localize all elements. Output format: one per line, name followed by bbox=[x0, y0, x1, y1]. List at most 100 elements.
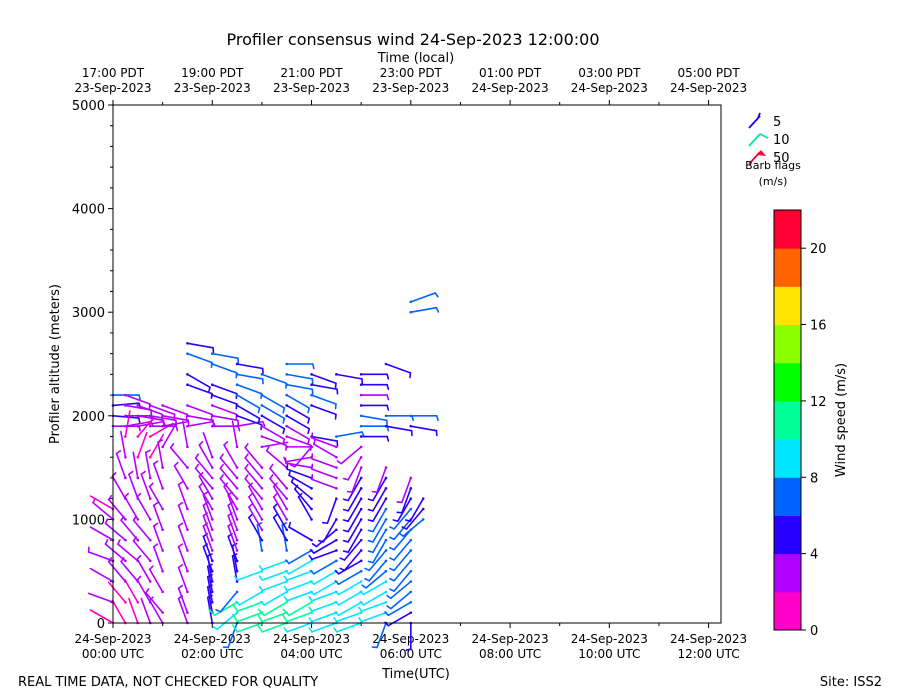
colorbar-tick-label: 12 bbox=[810, 395, 827, 410]
barb-staff bbox=[219, 467, 238, 490]
barb-full-feather bbox=[257, 608, 265, 617]
x-tick-date: 24-Sep-2023 bbox=[670, 632, 747, 646]
barb-base bbox=[310, 611, 313, 614]
barb-base bbox=[310, 600, 313, 604]
barb-base bbox=[148, 518, 152, 521]
barb-staff bbox=[401, 477, 412, 504]
wind-barb bbox=[186, 352, 213, 368]
barb-staff bbox=[206, 575, 214, 604]
wind-barb bbox=[311, 432, 338, 449]
barb-half-feather bbox=[435, 306, 440, 313]
wind-barb bbox=[260, 404, 286, 424]
barb-base bbox=[384, 518, 388, 521]
barb-half-feather bbox=[342, 550, 349, 554]
barb-half-feather bbox=[334, 611, 340, 617]
wind-barb bbox=[285, 393, 311, 414]
barb-staff bbox=[177, 525, 189, 552]
barb-half-feather bbox=[288, 470, 292, 477]
barb-base bbox=[285, 528, 289, 532]
barb-staff bbox=[409, 292, 437, 303]
barb-staff bbox=[177, 597, 189, 624]
top-tick-label: 17:00 PDT bbox=[82, 66, 145, 80]
site-label: Site: ISS2 bbox=[820, 675, 882, 690]
y-tick-label: 3000 bbox=[72, 306, 105, 321]
y-tick-label: 4000 bbox=[72, 203, 105, 218]
wind-barb bbox=[244, 474, 264, 500]
wind-barb bbox=[285, 383, 314, 395]
barb-base bbox=[235, 476, 239, 480]
barb-staff bbox=[236, 363, 264, 370]
barb-half-feather bbox=[358, 616, 363, 623]
barb-base bbox=[359, 424, 363, 428]
barb-half-feather bbox=[386, 605, 392, 610]
barb-staff bbox=[286, 622, 313, 633]
barb-staff bbox=[115, 452, 127, 479]
wind-barb bbox=[186, 373, 211, 393]
barb-base bbox=[210, 580, 214, 583]
barb-base bbox=[359, 559, 363, 563]
barb-staff bbox=[186, 373, 211, 389]
barb-staff bbox=[236, 383, 263, 395]
wind-barb bbox=[342, 507, 363, 533]
top-tick-label: 21:00 PDT bbox=[280, 66, 343, 80]
chart-title: Profiler consensus wind 24-Sep-2023 12:0… bbox=[227, 30, 600, 49]
x-tick-date: 24-Sep-2023 bbox=[472, 632, 549, 646]
wind-barb bbox=[364, 559, 388, 582]
barb-staff bbox=[152, 504, 164, 531]
barb-staff bbox=[288, 560, 313, 575]
barb-staff bbox=[311, 457, 338, 469]
barb-staff bbox=[244, 477, 263, 500]
barb-base bbox=[235, 424, 239, 428]
barb-half-feather bbox=[307, 427, 311, 435]
barb-staff bbox=[340, 446, 362, 465]
top-tick-date: 23-Sep-2023 bbox=[273, 81, 350, 95]
barb-staff bbox=[211, 363, 238, 374]
wind-barb bbox=[310, 383, 339, 395]
barb-half-feather bbox=[107, 557, 113, 563]
barb-staff bbox=[137, 414, 165, 422]
wind-barb bbox=[281, 611, 313, 623]
wind-barb bbox=[367, 507, 388, 533]
top-tick-label: 23:00 PDT bbox=[380, 66, 443, 80]
barb-base bbox=[409, 538, 413, 542]
barb-half-feather bbox=[136, 492, 142, 498]
wind-barb bbox=[334, 559, 363, 575]
barb-half-feather bbox=[389, 567, 395, 572]
barb-base bbox=[210, 404, 214, 407]
barb-half-feather bbox=[342, 519, 349, 522]
barb-base bbox=[260, 424, 264, 428]
barb-base bbox=[186, 383, 189, 387]
wind-barb bbox=[235, 404, 261, 424]
wind-barb bbox=[89, 567, 115, 583]
barb-staff bbox=[335, 622, 362, 633]
barb-base bbox=[210, 383, 214, 387]
barb-staff bbox=[390, 591, 412, 610]
barb-base bbox=[235, 487, 239, 490]
wind-barb bbox=[308, 611, 338, 623]
wind-barb bbox=[409, 414, 439, 422]
barb-half-feather bbox=[339, 567, 346, 572]
barb-base bbox=[186, 373, 189, 376]
barb-staff bbox=[387, 601, 412, 617]
barb-base bbox=[260, 497, 264, 500]
barb-half-feather bbox=[361, 431, 365, 438]
wind-barb bbox=[285, 424, 311, 445]
wind-barb bbox=[161, 423, 177, 449]
colorbar-segment bbox=[774, 362, 801, 402]
wind-barb bbox=[124, 492, 140, 521]
colorbar-segment bbox=[774, 248, 801, 287]
barb-staff bbox=[286, 611, 313, 623]
barb-half-feather bbox=[282, 438, 286, 445]
barb-base bbox=[210, 414, 214, 418]
barb-staff bbox=[236, 622, 263, 633]
barb-base bbox=[285, 393, 289, 397]
barb-base bbox=[335, 538, 338, 542]
quality-note: REAL TIME DATA, NOT CHECKED FOR QUALITY bbox=[18, 675, 318, 690]
colorbar: 0 4 8 12 16 20 bbox=[773, 209, 827, 639]
barb-base bbox=[235, 569, 239, 573]
barb-base bbox=[310, 393, 313, 397]
barb-staff bbox=[343, 549, 362, 572]
y-tick-label: 5000 bbox=[72, 99, 105, 114]
barb-staff bbox=[313, 560, 338, 575]
